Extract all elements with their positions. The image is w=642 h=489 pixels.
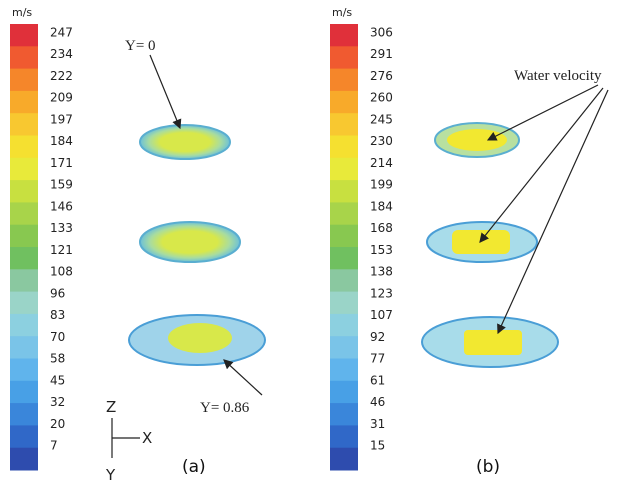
colorbar-swatch bbox=[330, 113, 358, 136]
colorbar-swatch bbox=[330, 135, 358, 159]
colorbar-swatch bbox=[330, 224, 358, 248]
colorbar-swatch bbox=[10, 447, 38, 471]
contour-b bbox=[421, 122, 559, 368]
annotation: Y= 0.86 bbox=[200, 400, 250, 416]
caption: (b) bbox=[476, 457, 500, 477]
colorbar-tick-label: 153 bbox=[370, 243, 393, 257]
colorbar-swatch bbox=[330, 291, 358, 315]
colorbar-tick-label: 77 bbox=[370, 352, 385, 366]
axis-triad bbox=[111, 418, 140, 458]
colorbar-swatch bbox=[10, 224, 38, 248]
colorbar-swatch bbox=[10, 24, 38, 47]
colorbar-swatch bbox=[330, 46, 358, 70]
colorbar-tick-label: 247 bbox=[50, 26, 73, 40]
colorbar-swatch bbox=[10, 425, 38, 449]
contour-a bbox=[128, 124, 266, 366]
colorbar-tick-label: 276 bbox=[370, 69, 393, 83]
colorbar-tick-label: 146 bbox=[50, 199, 73, 213]
colorbar-swatch bbox=[330, 358, 358, 382]
axis-label: Z bbox=[106, 398, 116, 416]
colorbar-tick-label: 306 bbox=[370, 26, 393, 40]
axis-label: Y bbox=[105, 466, 116, 484]
axis-label: X bbox=[142, 429, 152, 447]
colorbar-tick-label: 291 bbox=[370, 47, 393, 61]
colorbar-tick-label: 245 bbox=[370, 112, 393, 126]
colorbar-tick-label: 58 bbox=[50, 352, 65, 366]
colorbar-swatch bbox=[330, 313, 358, 337]
colorbar-tick-label: 83 bbox=[50, 308, 65, 322]
colorbar-swatch bbox=[10, 313, 38, 337]
colorbar-swatch bbox=[330, 247, 358, 270]
colorbar-swatch bbox=[10, 336, 38, 359]
colorbar-swatch bbox=[330, 336, 358, 359]
colorbar-tick-label: 107 bbox=[370, 308, 393, 322]
colorbar-tick-label: 159 bbox=[50, 178, 73, 192]
annotation: Water velocity bbox=[514, 68, 602, 84]
colorbar-unit: m/s bbox=[332, 6, 352, 19]
colorbar-tick-label: 92 bbox=[370, 330, 385, 344]
colorbar-tick-label: 138 bbox=[370, 265, 393, 279]
colorbar-tick-label: 61 bbox=[370, 373, 385, 387]
colorbar-swatch bbox=[10, 90, 38, 114]
colorbar-swatch bbox=[10, 403, 38, 426]
colorbar-tick-label: 133 bbox=[50, 221, 73, 235]
colorbar-unit: m/s bbox=[12, 6, 32, 19]
colorbar-tick-label: 108 bbox=[50, 265, 73, 279]
colorbar-swatch bbox=[330, 180, 358, 203]
colorbar-swatch bbox=[10, 46, 38, 70]
colorbar-tick-label: 199 bbox=[370, 178, 393, 192]
colorbar-tick-label: 222 bbox=[50, 69, 73, 83]
colorbar-tick-label: 184 bbox=[370, 199, 393, 213]
colorbar-tick-label: 96 bbox=[50, 286, 65, 300]
colorbar-swatch bbox=[330, 202, 358, 226]
colorbar-tick-label: 123 bbox=[370, 286, 393, 300]
colorbar-swatch bbox=[330, 403, 358, 426]
colorbar-swatch bbox=[330, 68, 358, 92]
annotation: Y= 0 bbox=[125, 38, 156, 54]
colorbar-swatch bbox=[10, 180, 38, 203]
colorbar-swatch bbox=[330, 380, 358, 404]
colorbar-swatch bbox=[330, 24, 358, 47]
colorbar-tick-label: 168 bbox=[370, 221, 393, 235]
arrows bbox=[149, 54, 609, 396]
colorbar-tick-label: 184 bbox=[50, 134, 73, 148]
colorbar-swatch bbox=[10, 68, 38, 92]
colorbar-tick-label: 32 bbox=[50, 395, 65, 409]
colorbar-swatch bbox=[10, 157, 38, 181]
colorbar-swatch bbox=[10, 380, 38, 404]
colorbar-swatch bbox=[10, 113, 38, 136]
colorbar-tick-label: 209 bbox=[50, 91, 73, 105]
colorbar-tick-label: 7 bbox=[50, 439, 58, 453]
colorbar-swatch bbox=[10, 202, 38, 226]
colorbar-swatch bbox=[330, 90, 358, 114]
colorbar-swatch bbox=[10, 135, 38, 159]
colorbar-swatch bbox=[10, 269, 38, 293]
colorbar-tick-label: 234 bbox=[50, 47, 73, 61]
colorbar-tick-label: 260 bbox=[370, 91, 393, 105]
colorbar-tick-label: 214 bbox=[370, 156, 393, 170]
colorbar-tick-label: 70 bbox=[50, 330, 65, 344]
colorbar-tick-label: 171 bbox=[50, 156, 73, 170]
colorbar-swatch bbox=[10, 247, 38, 270]
colorbar-swatch bbox=[330, 425, 358, 449]
colorbar-tick-label: 230 bbox=[370, 134, 393, 148]
colorbar-tick-label: 46 bbox=[370, 395, 385, 409]
colorbar-tick-label: 15 bbox=[370, 439, 385, 453]
colorbar-tick-label: 45 bbox=[50, 373, 65, 387]
colorbar-tick-label: 31 bbox=[370, 417, 385, 431]
colorbar-tick-label: 20 bbox=[50, 417, 65, 431]
colorbar-swatch bbox=[10, 291, 38, 315]
colorbar-tick-label: 197 bbox=[50, 112, 73, 126]
colorbar-swatch bbox=[330, 447, 358, 471]
caption: (a) bbox=[182, 457, 206, 477]
colorbar-tick-label: 121 bbox=[50, 243, 73, 257]
colorbar-swatch bbox=[10, 358, 38, 382]
colorbar-swatch bbox=[330, 269, 358, 293]
colorbar-swatch bbox=[330, 157, 358, 181]
